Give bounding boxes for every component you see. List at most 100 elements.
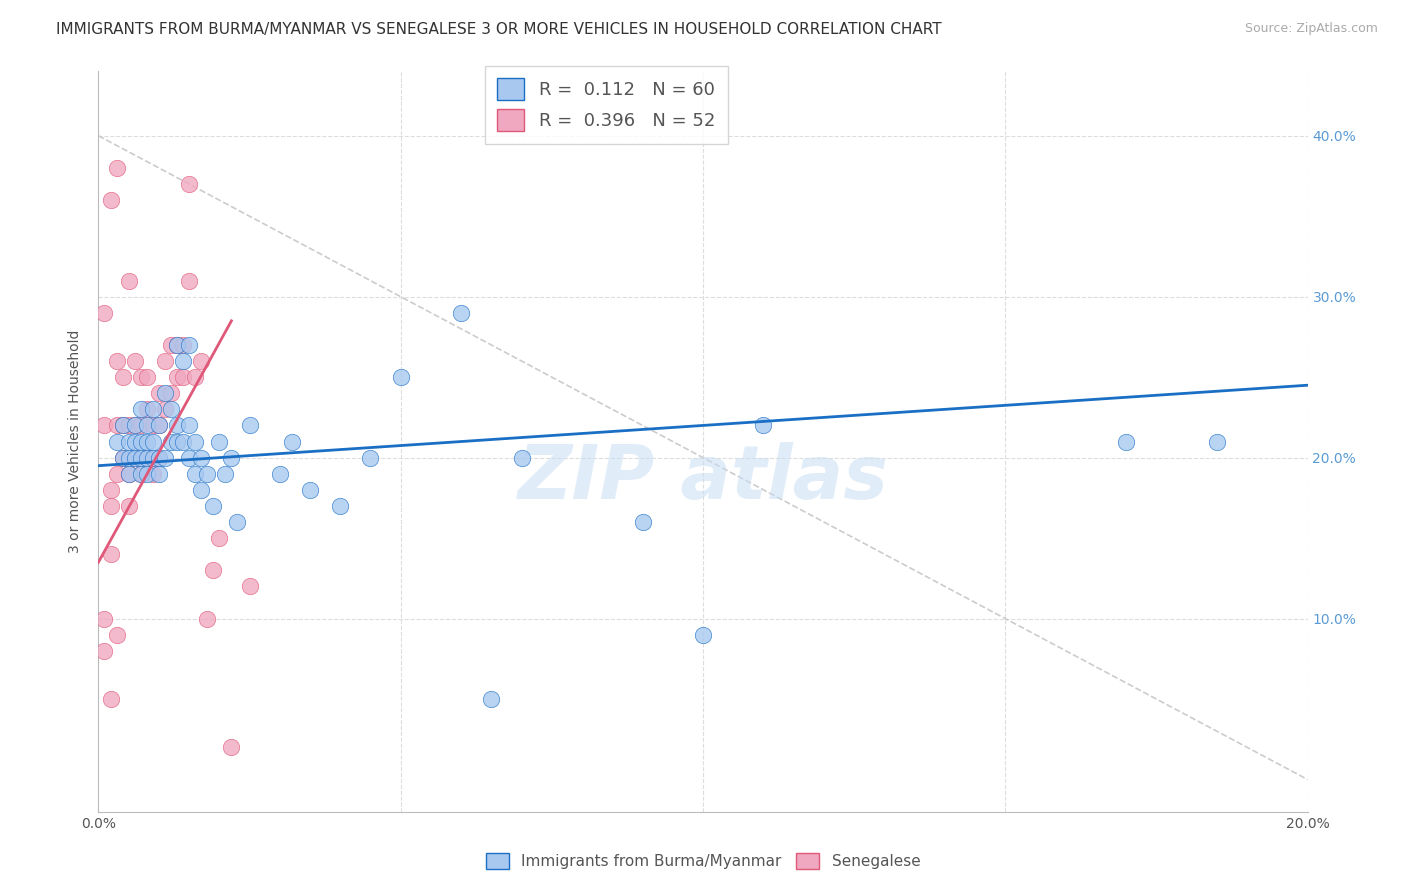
- Point: [148, 418, 170, 433]
- Point: [202, 563, 225, 577]
- Point: [153, 386, 176, 401]
- Point: [190, 450, 212, 465]
- Point: [221, 450, 243, 465]
- Point: [160, 402, 183, 417]
- Point: [111, 418, 134, 433]
- Point: [142, 402, 165, 417]
- Point: [153, 402, 176, 417]
- Point: [172, 354, 194, 368]
- Point: [100, 547, 122, 561]
- Point: [105, 418, 128, 433]
- Point: [389, 370, 412, 384]
- Point: [111, 418, 134, 433]
- Point: [118, 499, 141, 513]
- Point: [481, 692, 503, 706]
- Point: [221, 740, 243, 755]
- Point: [1115, 434, 1137, 449]
- Point: [226, 515, 249, 529]
- Point: [129, 434, 152, 449]
- Point: [148, 467, 170, 481]
- Point: [124, 418, 146, 433]
- Point: [129, 418, 152, 433]
- Point: [184, 370, 207, 384]
- Point: [148, 450, 170, 465]
- Point: [118, 450, 141, 465]
- Point: [510, 450, 533, 465]
- Point: [160, 434, 183, 449]
- Point: [692, 628, 714, 642]
- Point: [105, 161, 128, 175]
- Point: [195, 611, 218, 625]
- Point: [118, 467, 141, 481]
- Point: [118, 467, 141, 481]
- Point: [124, 434, 146, 449]
- Point: [166, 418, 188, 433]
- Point: [105, 434, 128, 449]
- Point: [172, 370, 194, 384]
- Text: ZIP atlas: ZIP atlas: [517, 442, 889, 515]
- Legend: Immigrants from Burma/Myanmar, Senegalese: Immigrants from Burma/Myanmar, Senegales…: [479, 847, 927, 875]
- Point: [142, 434, 165, 449]
- Point: [179, 450, 201, 465]
- Point: [153, 354, 176, 368]
- Point: [179, 177, 201, 191]
- Point: [1206, 434, 1229, 449]
- Point: [195, 467, 218, 481]
- Point: [105, 467, 128, 481]
- Point: [281, 434, 304, 449]
- Point: [172, 338, 194, 352]
- Point: [329, 499, 352, 513]
- Point: [239, 418, 262, 433]
- Point: [100, 692, 122, 706]
- Point: [179, 338, 201, 352]
- Point: [202, 499, 225, 513]
- Point: [111, 450, 134, 465]
- Point: [148, 386, 170, 401]
- Point: [129, 467, 152, 481]
- Point: [142, 467, 165, 481]
- Point: [111, 450, 134, 465]
- Point: [129, 450, 152, 465]
- Point: [129, 370, 152, 384]
- Point: [752, 418, 775, 433]
- Point: [184, 467, 207, 481]
- Point: [360, 450, 382, 465]
- Point: [124, 418, 146, 433]
- Point: [190, 483, 212, 497]
- Point: [166, 338, 188, 352]
- Point: [135, 370, 157, 384]
- Point: [93, 418, 115, 433]
- Point: [142, 418, 165, 433]
- Point: [160, 386, 183, 401]
- Point: [172, 434, 194, 449]
- Point: [135, 467, 157, 481]
- Point: [135, 434, 157, 449]
- Point: [299, 483, 322, 497]
- Point: [93, 306, 115, 320]
- Text: IMMIGRANTS FROM BURMA/MYANMAR VS SENEGALESE 3 OR MORE VEHICLES IN HOUSEHOLD CORR: IMMIGRANTS FROM BURMA/MYANMAR VS SENEGAL…: [56, 22, 942, 37]
- Point: [166, 370, 188, 384]
- Point: [631, 515, 654, 529]
- Point: [100, 193, 122, 207]
- Point: [105, 628, 128, 642]
- Point: [208, 531, 231, 545]
- Point: [124, 450, 146, 465]
- Point: [111, 370, 134, 384]
- Point: [93, 611, 115, 625]
- Point: [153, 450, 176, 465]
- Point: [148, 418, 170, 433]
- Point: [124, 354, 146, 368]
- Point: [166, 338, 188, 352]
- Point: [148, 450, 170, 465]
- Point: [179, 418, 201, 433]
- Point: [93, 644, 115, 658]
- Point: [100, 483, 122, 497]
- Point: [269, 467, 291, 481]
- Legend: R =  0.112   N = 60, R =  0.396   N = 52: R = 0.112 N = 60, R = 0.396 N = 52: [485, 66, 728, 144]
- Point: [129, 402, 152, 417]
- Point: [208, 434, 231, 449]
- Point: [166, 434, 188, 449]
- Point: [184, 434, 207, 449]
- Point: [135, 450, 157, 465]
- Point: [105, 354, 128, 368]
